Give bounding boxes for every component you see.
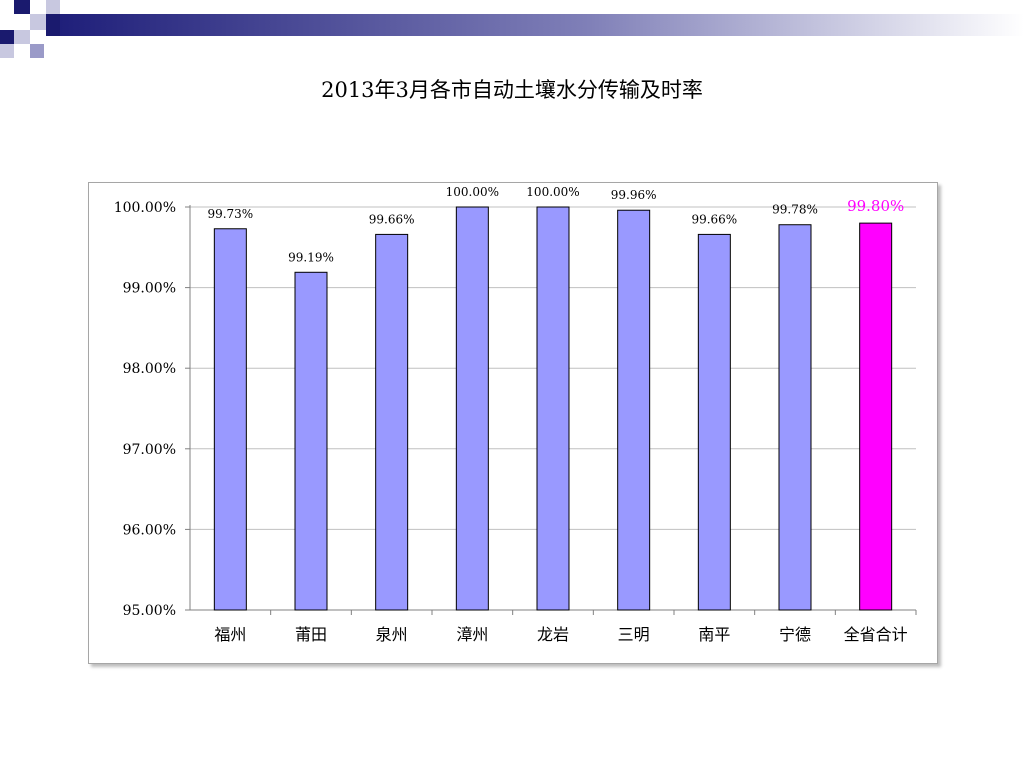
bar — [536, 206, 570, 611]
x-tick-label: 泉州 — [376, 625, 408, 644]
x-tick-label: 全省合计 — [844, 625, 908, 644]
x-tick-label: 南平 — [698, 625, 730, 644]
data-label: 100.00% — [526, 185, 579, 199]
data-label: 99.78% — [772, 203, 818, 217]
y-tick-label: 99.00% — [123, 281, 176, 297]
data-label: 99.66% — [369, 212, 415, 226]
y-tick-label: 100.00% — [114, 200, 176, 216]
bar — [617, 209, 651, 611]
bar — [859, 222, 893, 611]
bar — [294, 271, 328, 611]
y-tick-label: 97.00% — [123, 442, 176, 458]
data-label: 99.80% — [847, 197, 904, 215]
slide-corner-decoration — [0, 0, 1024, 58]
y-tick-label: 96.00% — [123, 522, 176, 538]
y-tick-label: 95.00% — [123, 603, 176, 619]
x-tick-label: 三明 — [618, 625, 650, 644]
x-tick-label: 漳州 — [456, 625, 488, 644]
bar — [375, 233, 409, 611]
bar — [697, 233, 731, 611]
data-label: 99.66% — [691, 212, 737, 226]
x-tick-label: 龙岩 — [537, 625, 569, 644]
y-tick-label: 98.00% — [123, 361, 176, 377]
bar — [455, 206, 489, 611]
slide-title: 2013年3月各市自动土壤水分传输及时率 — [321, 78, 703, 102]
x-tick-label: 福州 — [214, 625, 246, 644]
data-label: 99.19% — [288, 250, 334, 264]
x-tick-label: 宁德 — [779, 625, 811, 644]
data-label: 99.73% — [207, 207, 253, 221]
data-label: 100.00% — [446, 185, 499, 199]
data-label: 99.96% — [611, 188, 657, 202]
bar — [778, 224, 812, 611]
bar — [213, 228, 247, 611]
x-tick-label: 莆田 — [295, 625, 327, 644]
